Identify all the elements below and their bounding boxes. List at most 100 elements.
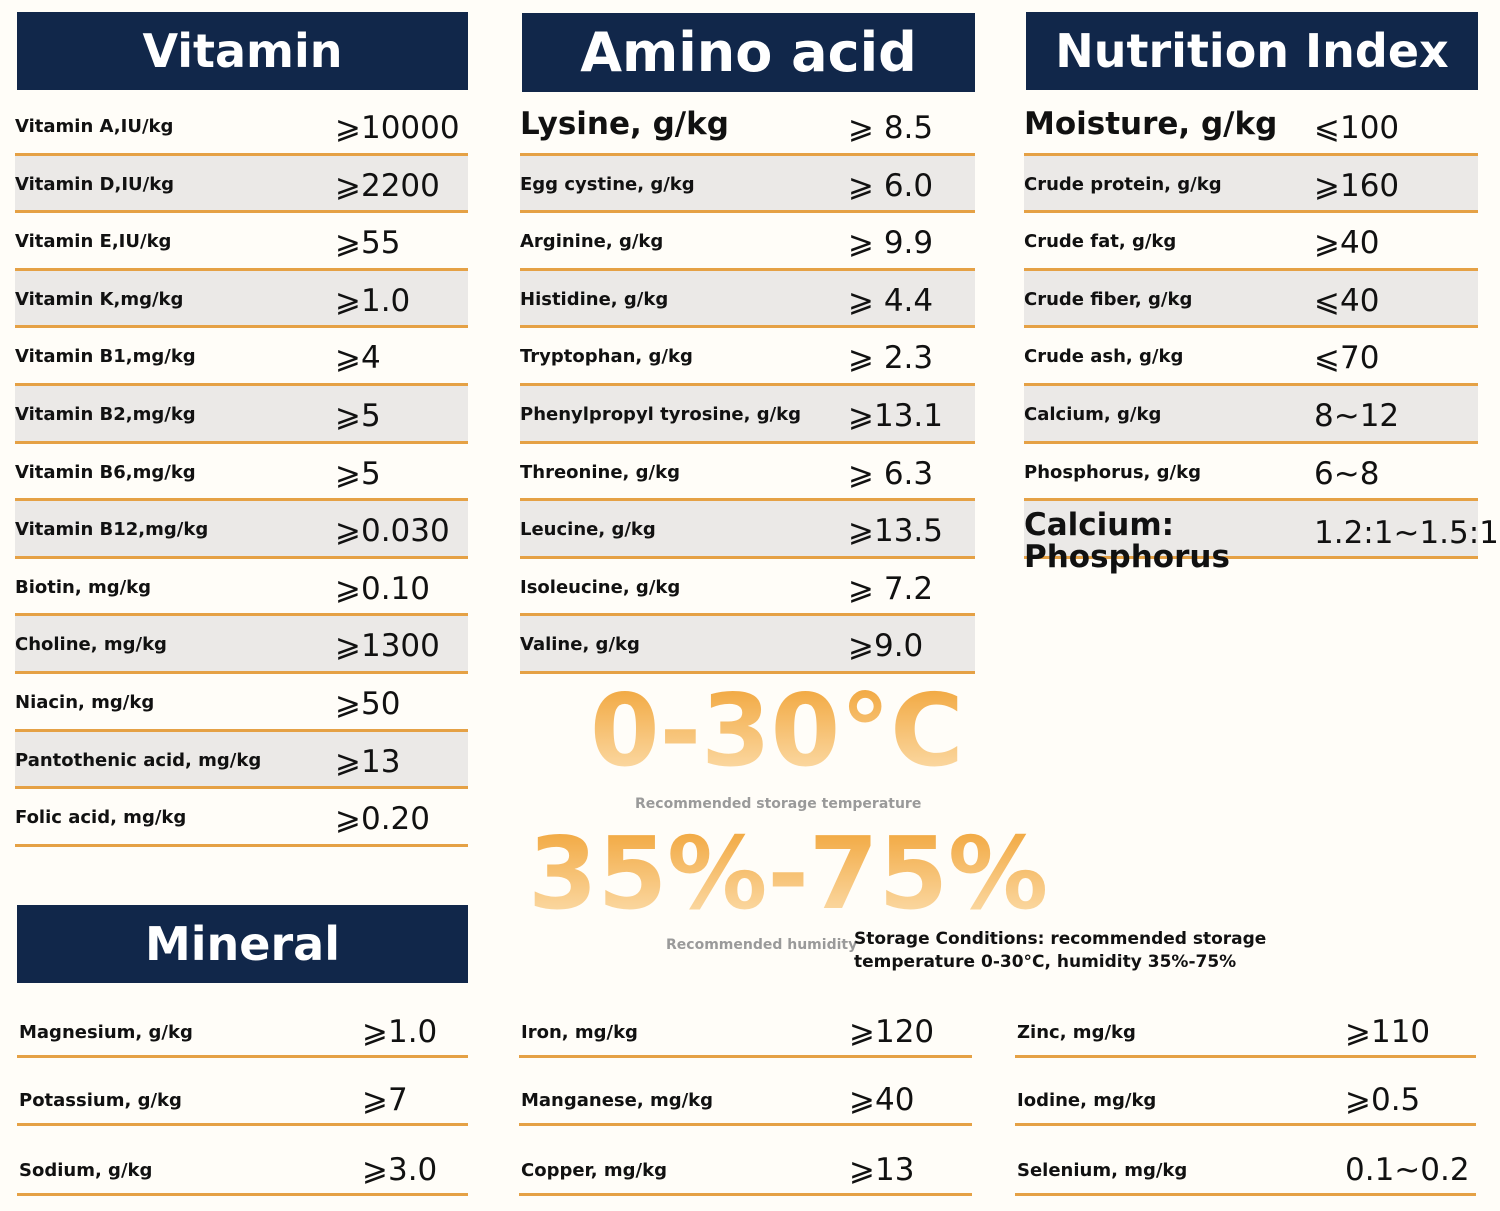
row-value: ⩾ 2.3	[848, 340, 934, 377]
table-row: Crude protein, g/kg ⩾160	[1024, 155, 1478, 214]
table-row: Vitamin A,IU/kg ⩾10000	[15, 98, 468, 156]
temperature: 0-30°C	[590, 672, 964, 789]
row-value: ⩾1.0	[335, 282, 411, 319]
row-label: Egg cystine, g/kg	[520, 173, 695, 195]
section-header: Mineral	[17, 905, 468, 983]
table-row: Iodine, mg/kg ⩾0.5	[1015, 1068, 1476, 1126]
row-label: Leucine, g/kg	[520, 519, 656, 541]
table-row: Zinc, mg/kg ⩾110	[1015, 1000, 1476, 1058]
row-value: ⩾ 6.3	[848, 455, 934, 492]
row-label: Phosphorus, g/kg	[1024, 461, 1201, 483]
table-row: Selenium, mg/kg 0.1~0.2	[1015, 1138, 1476, 1196]
row-label: Isoleucine, g/kg	[520, 576, 681, 598]
row-label: Vitamin B12,mg/kg	[15, 519, 209, 541]
row-value: ⩾0.5	[1345, 1082, 1421, 1118]
row-label: Threonine, g/kg	[520, 461, 680, 483]
row-value: ⩾ 7.2	[848, 570, 934, 607]
row-value: ⩾13	[335, 743, 401, 780]
humidity: 35%-75%	[528, 815, 1049, 932]
row-value: ⩾3.0	[362, 1152, 438, 1188]
table-row: Phenylpropyl tyrosine, g/kg ⩾13.1	[520, 386, 975, 444]
row-value: ⩾1.0	[362, 1014, 438, 1050]
table-row: Choline, mg/kg ⩾1300	[15, 616, 468, 674]
table-row: Crude fat, g/kg ⩾40	[1024, 213, 1478, 271]
row-value: ⩾7	[362, 1082, 408, 1118]
row-value: ⩾0.10	[335, 570, 430, 607]
table-row: Vitamin K,mg/kg ⩾1.0	[15, 270, 468, 329]
row-label: Arginine, g/kg	[520, 231, 664, 253]
table-row: Calcium, g/kg 8~12	[1024, 386, 1478, 444]
table-row: Manganese, mg/kg ⩾40	[519, 1068, 972, 1126]
row-value: ⩾5	[335, 398, 381, 434]
temperature-label: Recommended storage temperature	[635, 796, 922, 812]
row-value: ⩾9.0	[848, 628, 924, 665]
table-row: Vitamin B6,mg/kg ⩾5	[15, 444, 468, 502]
row-label: Calcium: Phosphorus	[1024, 507, 1230, 576]
section-header: Nutrition Index	[1026, 12, 1478, 90]
row-label: Crude fiber, g/kg	[1024, 288, 1193, 310]
row-value: ⩾160	[1314, 167, 1400, 204]
row-value: ⩾ 8.5	[848, 110, 934, 146]
row-value: ⩾ 6.0	[848, 167, 934, 204]
row-value: ⩽100	[1314, 110, 1400, 146]
table-row: Magnesium, g/kg ⩾1.0	[17, 1000, 468, 1058]
row-label: Tryptophan, g/kg	[520, 346, 693, 368]
row-label: Selenium, mg/kg	[1017, 1160, 1188, 1181]
table-row: Egg cystine, g/kg ⩾ 6.0	[520, 155, 975, 214]
row-label: Vitamin D,IU/kg	[15, 173, 175, 195]
row-value: ⩾13.5	[848, 513, 943, 550]
table-row: Phosphorus, g/kg 6~8	[1024, 444, 1478, 502]
row-label: Sodium, g/kg	[19, 1160, 153, 1181]
row-label: Vitamin B2,mg/kg	[15, 404, 196, 425]
row-label: Crude ash, g/kg	[1024, 346, 1184, 368]
table-row: Moisture, g/kg ⩽100	[1024, 98, 1478, 156]
row-value: ⩾50	[335, 686, 401, 722]
table-row: Potassium, g/kg ⩾7	[17, 1068, 468, 1126]
table-row: Copper, mg/kg ⩾13	[519, 1138, 972, 1196]
row-value: ⩾ 9.9	[848, 225, 934, 262]
row-value: ⩾4	[335, 340, 381, 377]
row-value: 1.2:1~1.5:1	[1314, 515, 1499, 552]
humidity-label: Recommended humidity	[666, 937, 858, 953]
row-value: ⩾0.20	[335, 801, 430, 838]
row-label: Moisture, g/kg	[1024, 106, 1278, 142]
table-row: Pantothenic acid, mg/kg ⩾13	[15, 731, 468, 790]
table-row: Calcium: Phosphorus 1.2:1~1.5:1	[1024, 501, 1499, 573]
row-label: Vitamin K,mg/kg	[15, 288, 184, 310]
table-row: Leucine, g/kg ⩾13.5	[520, 501, 975, 559]
row-label: Biotin, mg/kg	[15, 576, 152, 598]
row-value: ⩾0.030	[335, 513, 450, 550]
table-row: Vitamin E,IU/kg ⩾55	[15, 213, 468, 271]
row-label: Niacin, mg/kg	[15, 692, 155, 713]
row-label: Crude fat, g/kg	[1024, 231, 1177, 253]
row-value: ⩾5	[335, 455, 381, 492]
row-value: ⩽40	[1314, 282, 1380, 319]
row-label: Manganese, mg/kg	[521, 1090, 714, 1111]
row-value: 6~8	[1314, 455, 1380, 492]
row-label: Magnesium, g/kg	[19, 1022, 193, 1043]
table-row: Crude ash, g/kg ⩽70	[1024, 328, 1478, 386]
table-row: Tryptophan, g/kg ⩾ 2.3	[520, 328, 975, 386]
row-label: Histidine, g/kg	[520, 288, 669, 310]
row-label: Zinc, mg/kg	[1017, 1022, 1136, 1043]
row-value: ⩾13	[849, 1152, 915, 1188]
row-label: Crude protein, g/kg	[1024, 173, 1222, 195]
row-label: Phenylpropyl tyrosine, g/kg	[520, 404, 802, 425]
row-value: ⩾40	[849, 1082, 915, 1118]
table-row: Histidine, g/kg ⩾ 4.4	[520, 270, 975, 329]
row-label: Pantothenic acid, mg/kg	[15, 749, 262, 771]
row-label: Vitamin B6,mg/kg	[15, 461, 196, 483]
row-label: Choline, mg/kg	[15, 634, 167, 656]
row-value: ⩾55	[335, 225, 401, 262]
row-label: Lysine, g/kg	[520, 106, 729, 142]
section-header: Amino acid	[522, 13, 975, 92]
table-row: Niacin, mg/kg ⩾50	[15, 674, 468, 732]
table-row: Iron, mg/kg ⩾120	[519, 1000, 972, 1058]
table-row: Crude fiber, g/kg ⩽40	[1024, 270, 1478, 329]
row-label: Copper, mg/kg	[521, 1160, 667, 1181]
table-row: Lysine, g/kg ⩾ 8.5	[520, 98, 975, 156]
table-row: Vitamin B1,mg/kg ⩾4	[15, 328, 468, 386]
row-label: Iron, mg/kg	[521, 1022, 638, 1043]
row-label: Vitamin E,IU/kg	[15, 231, 172, 253]
row-label: Potassium, g/kg	[19, 1090, 182, 1111]
